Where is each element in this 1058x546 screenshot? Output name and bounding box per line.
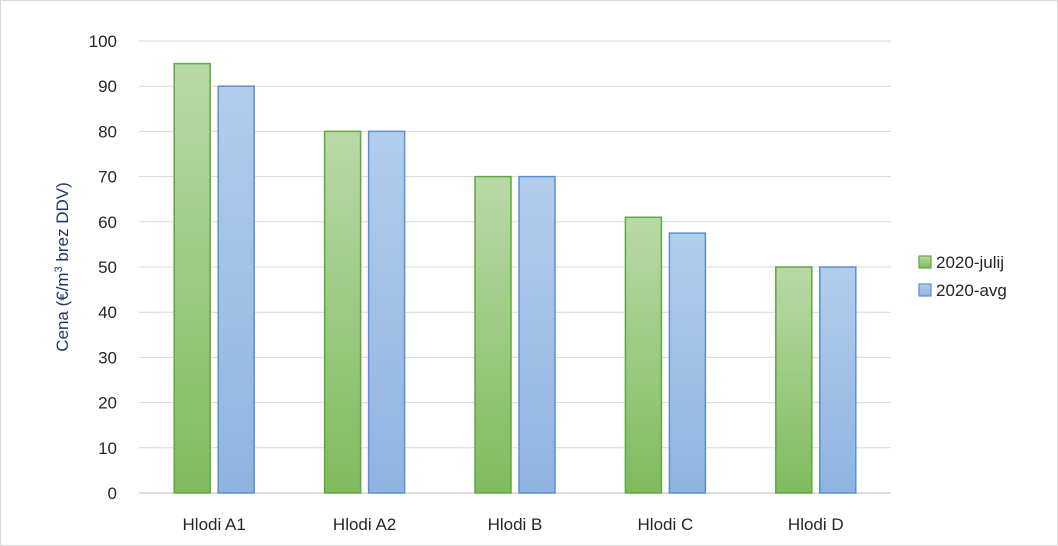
bar-2020-avg-hlodi-d [819,266,857,494]
bar-2020-avg-hlodi-a2 [367,130,406,494]
legend-swatch-2020-julij [918,255,932,269]
y-tick-label: 100 [89,32,117,51]
y-axis-ticks: 0 10 20 30 40 50 60 70 80 90 100 [89,32,117,503]
y-tick-label: 40 [98,303,117,322]
x-tick-label: Hlodi A2 [333,515,396,534]
bar-2020-avg-hlodi-a1 [217,85,255,494]
y-tick-label: 30 [98,348,117,367]
bar-2020-julij-hlodi-b [474,175,512,494]
y-tick-label: 20 [98,394,117,413]
bar-2020-avg-hlodi-c [668,232,707,494]
legend-label: 2020-julij [936,253,1004,272]
y-tick-label: 70 [98,168,117,187]
x-axis-ticks: Hlodi A1 Hlodi A2 Hlodi B Hlodi C Hlodi D [183,515,844,534]
legend: 2020-julij 2020-avg [918,253,1007,300]
legend-swatch-2020-avg [918,283,932,297]
y-tick-label: 60 [98,213,117,232]
bar-2020-julij-hlodi-d [775,266,813,494]
bar-2020-julij-hlodi-c [624,216,663,494]
y-tick-label: 50 [98,258,117,277]
y-tick-label: 90 [98,77,117,96]
bar-2020-avg-hlodi-b [518,175,556,494]
y-tick-label: 10 [98,439,117,458]
x-tick-label: Hlodi D [788,515,844,534]
x-tick-label: Hlodi B [488,515,543,534]
y-axis-label: Cena (€/m3 brez DDV) [53,182,72,352]
legend-label: 2020-avg [936,281,1007,300]
bar-2020-julij-hlodi-a1 [173,62,211,494]
gridlines [139,40,891,494]
x-tick-label: Hlodi C [638,515,694,534]
x-tick-label: Hlodi A1 [183,515,246,534]
y-tick-label: 0 [108,484,117,503]
bars [173,62,857,494]
bar-2020-julij-hlodi-a2 [323,130,362,494]
y-tick-label: 80 [98,122,117,141]
